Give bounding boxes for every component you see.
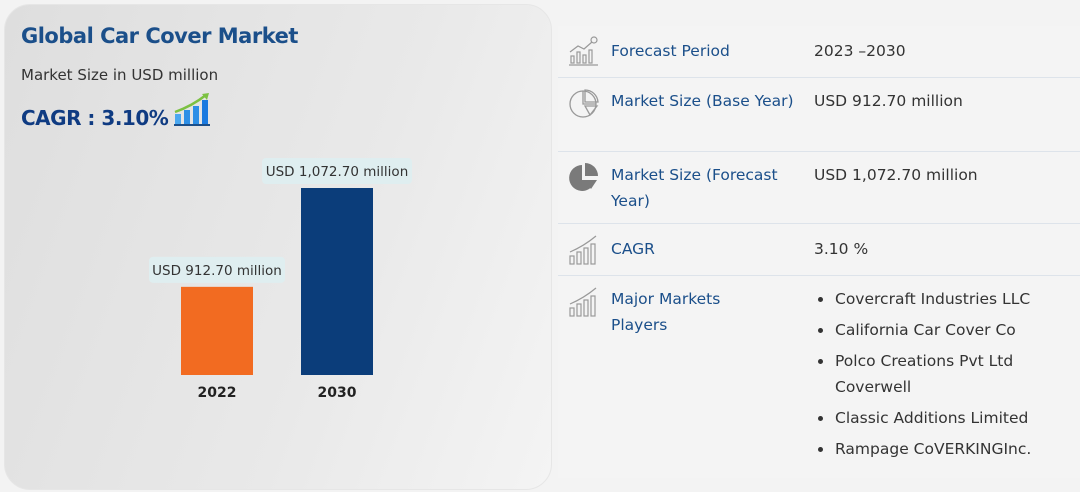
- data-label: USD 1,072.70 million: [266, 164, 409, 180]
- chart-title: Global Car Cover Market: [21, 24, 298, 48]
- list-item: California Car Cover Co: [814, 317, 1054, 343]
- x-tick-label: 2030: [318, 385, 357, 401]
- pie-chart-outline-icon: [569, 89, 599, 118]
- row-label: CAGR: [611, 240, 655, 258]
- row-label: Forecast Period: [611, 42, 730, 60]
- table-row: Major Markets Players Covercraft Industr…: [558, 276, 1080, 478]
- row-label: Market Size (Base Year): [611, 92, 794, 110]
- data-label: USD 912.70 million: [152, 263, 282, 279]
- table-row: Forecast Period 2023 –2030: [558, 26, 1080, 78]
- row-value: 2023 –2030: [814, 42, 906, 60]
- data-label-box: [149, 256, 285, 283]
- market-details-table: Forecast Period 2023 –2030 Market Size (…: [558, 26, 1080, 478]
- cagr-headline: CAGR : 3.10%: [21, 106, 169, 130]
- row-value: USD 912.70 million: [814, 92, 963, 110]
- row-value: USD 1,072.70 million: [814, 166, 978, 184]
- x-tick-label: 2022: [198, 385, 237, 401]
- growth-bars-icon: [569, 287, 597, 317]
- table-row: Market Size (Forecast Year) USD 1,072.70…: [558, 152, 1080, 224]
- growth-chart-icon: [174, 93, 210, 126]
- table-row: CAGR 3.10 %: [558, 224, 1080, 276]
- bar-2022: [181, 286, 253, 375]
- market-summary-card: [4, 4, 552, 490]
- row-label: Market Size (Forecast Year): [611, 166, 778, 210]
- list-item: Classic Additions Limited: [814, 405, 1054, 431]
- data-label-box: [262, 158, 412, 184]
- row-label: Major Markets Players: [611, 290, 721, 334]
- players-list: Covercraft Industries LLC California Car…: [814, 286, 1054, 467]
- list-item: Polco Creations Pvt Ltd Coverwell: [814, 348, 1054, 400]
- chart-subtitle: Market Size in USD million: [21, 66, 219, 84]
- bar-chart: USD 912.70 million 2022 USD 1,072.70 milli…: [149, 158, 412, 401]
- row-value: 3.10 %: [814, 240, 869, 258]
- growth-bars-icon: [569, 235, 597, 265]
- bar-2030: [301, 188, 373, 375]
- list-item: Rampage CoVERKINGInc.: [814, 436, 1054, 462]
- pie-chart-filled-icon: [569, 163, 598, 191]
- forecast-chart-icon: [569, 36, 598, 66]
- table-row: Market Size (Base Year) USD 912.70 milli…: [558, 78, 1080, 152]
- list-item: Covercraft Industries LLC: [814, 286, 1054, 312]
